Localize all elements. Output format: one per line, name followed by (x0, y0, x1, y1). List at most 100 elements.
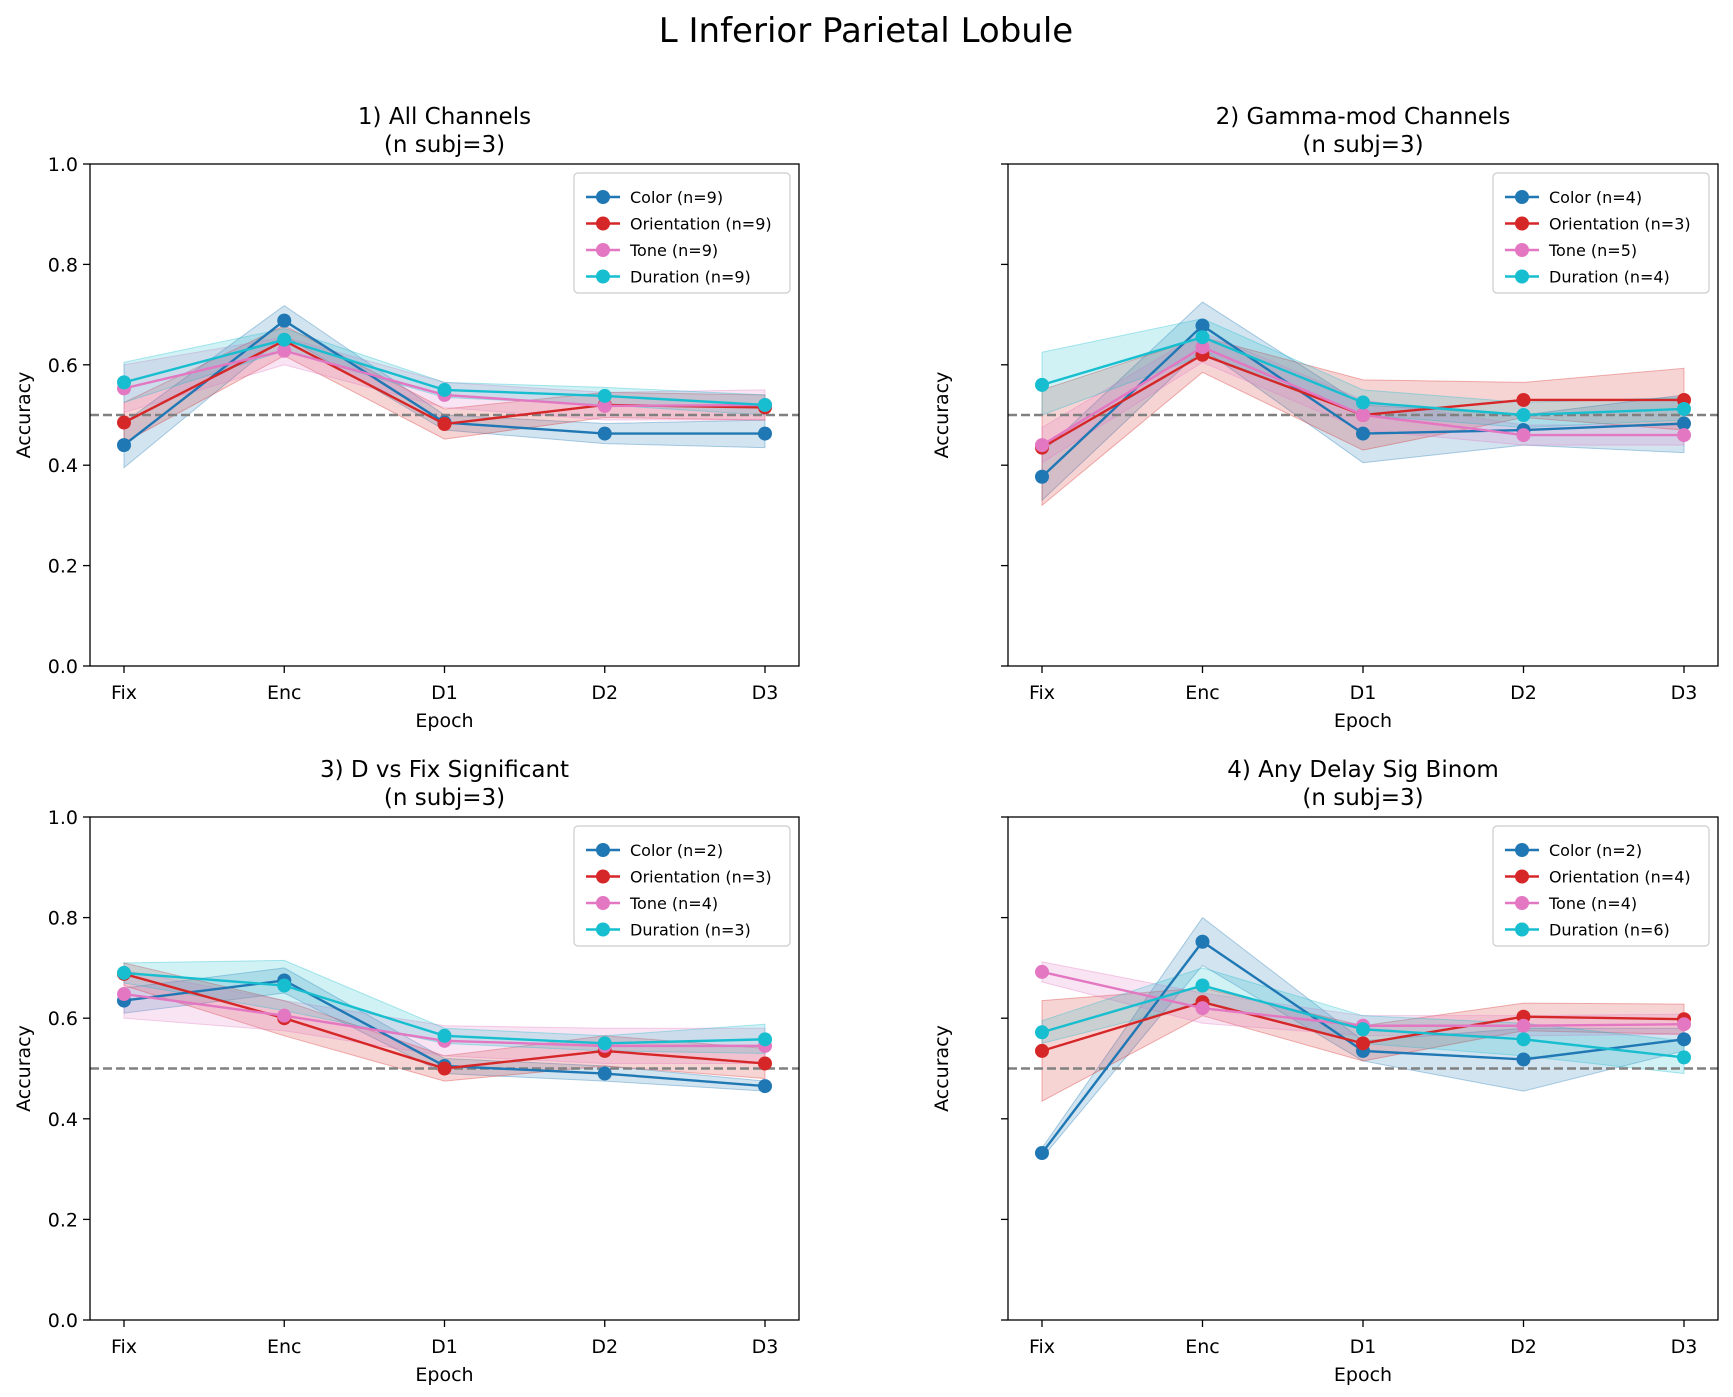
legend-marker (1515, 269, 1529, 284)
x-tick-label: Fix (1029, 1336, 1055, 1358)
x-tick-label: D3 (1671, 1336, 1698, 1358)
data-point (1677, 1050, 1691, 1065)
data-point (277, 313, 292, 328)
x-tick-label: D2 (1510, 682, 1537, 704)
data-point (1677, 1032, 1691, 1047)
legend-entry: Color (n=9) (630, 188, 723, 207)
data-point (1356, 395, 1370, 410)
data-point (758, 1056, 772, 1071)
data-point (758, 397, 772, 412)
data-point (597, 1066, 612, 1081)
data-point (1677, 401, 1691, 416)
data-point (1195, 340, 1210, 355)
data-point (1035, 1025, 1049, 1040)
data-point (1516, 1032, 1531, 1047)
x-tick-label: Fix (111, 682, 137, 704)
legend: Color (n=2) Orientation (n=3) Tone (n=4) Du… (573, 825, 791, 947)
subplot-subtitle: (n subj=3) (384, 132, 505, 158)
data-point (277, 1008, 292, 1023)
data-point (277, 332, 292, 347)
data-point (437, 1028, 452, 1043)
legend-box (1492, 825, 1710, 947)
data-point (1035, 964, 1049, 979)
y-tick-label: 0.8 (48, 908, 78, 930)
data-point (277, 978, 292, 993)
data-point (1035, 438, 1049, 453)
data-point (1195, 978, 1210, 993)
x-tick-label: Fix (111, 1336, 137, 1358)
legend-entry: Tone (n=9) (629, 241, 718, 260)
x-tick-label: D1 (431, 682, 458, 704)
legend: Color (n=4) Orientation (n=3) Tone (n=5) Du… (1492, 172, 1710, 294)
data-point (1677, 428, 1691, 443)
legend-entry: Orientation (n=3) (630, 868, 772, 887)
legend-marker (1515, 190, 1529, 204)
data-point (117, 965, 131, 980)
legend-entry: Duration (n=3) (630, 921, 751, 940)
x-tick-label: Fix (1029, 682, 1055, 704)
y-axis-label: Accuracy (13, 1025, 35, 1112)
data-point (597, 398, 612, 413)
legend-marker (596, 269, 610, 284)
data-point (1516, 392, 1531, 407)
y-axis-label: Accuracy (13, 372, 35, 459)
legend: Color (n=9) Orientation (n=9) Tone (n=9) Du… (573, 172, 791, 294)
legend-entry: Orientation (n=3) (1549, 215, 1691, 234)
data-point (1677, 416, 1691, 431)
legend-entry: Color (n=2) (1549, 841, 1642, 860)
legend-marker (596, 190, 610, 204)
data-point (597, 388, 612, 403)
data-point (1516, 408, 1531, 422)
legend-marker (596, 896, 610, 910)
x-tick-label: Enc (267, 682, 302, 704)
x-axis-label: Epoch (415, 710, 473, 732)
data-point (1356, 426, 1370, 441)
data-point (1356, 1022, 1370, 1037)
x-tick-label: D3 (752, 1336, 779, 1358)
x-tick-label: D1 (431, 1336, 458, 1358)
legend-marker (1515, 922, 1529, 937)
data-point (277, 343, 292, 358)
x-tick-label: D2 (591, 682, 618, 704)
x-tick-label: Enc (267, 1336, 302, 1358)
data-point (597, 426, 612, 441)
legend-box (573, 172, 791, 294)
x-tick-label: D2 (1510, 1336, 1537, 1358)
data-point (1195, 318, 1210, 333)
x-tick-label: D1 (1350, 1336, 1377, 1358)
data-point (758, 1032, 772, 1047)
legend-entry: Duration (n=4) (1549, 268, 1670, 287)
data-point (758, 1079, 772, 1094)
subplot-title: 4) Any Delay Sig Binom (1227, 757, 1499, 783)
subplot-3: 0.0 0.2 0.4 0.6 0.8 1.0 Fix Enc D1 D2 D3 Epoch Accur… (13, 757, 800, 1386)
subplot-subtitle: (n subj=3) (1302, 132, 1423, 158)
legend-entry: Tone (n=4) (629, 894, 718, 913)
data-point (117, 438, 131, 453)
legend: Color (n=2) Orientation (n=4) Tone (n=4) Du… (1492, 825, 1710, 947)
legend-box (573, 825, 791, 947)
legend-marker (1515, 896, 1529, 910)
legend-entry: Duration (n=9) (630, 268, 751, 287)
data-point (437, 382, 452, 397)
legend-marker (596, 216, 610, 231)
legend-entry: Orientation (n=9) (630, 215, 772, 234)
legend-entry: Orientation (n=4) (1549, 868, 1691, 887)
y-tick-label: 1.0 (48, 154, 78, 176)
figure-title: L Inferior Parietal Lobule (659, 11, 1073, 51)
data-point (1516, 1052, 1531, 1067)
data-point (1516, 428, 1531, 443)
legend-entry: Color (n=2) (630, 841, 723, 860)
x-tick-label: D1 (1350, 682, 1377, 704)
subplot-4: Fix Enc D1 D2 D3 Epoch Accuracy 4) Any Delay Si… (931, 757, 1719, 1386)
legend-marker (1515, 843, 1529, 857)
y-tick-label: 1.0 (48, 807, 78, 829)
x-axis-label: Epoch (415, 1364, 473, 1386)
y-tick-label: 0.2 (48, 556, 78, 578)
subplot-title: 3) D vs Fix Significant (320, 757, 569, 783)
legend-entry: Duration (n=6) (1549, 921, 1670, 940)
y-tick-label: 0.6 (48, 355, 78, 377)
legend-entry: Tone (n=5) (1548, 241, 1637, 260)
data-point (1356, 1036, 1370, 1051)
